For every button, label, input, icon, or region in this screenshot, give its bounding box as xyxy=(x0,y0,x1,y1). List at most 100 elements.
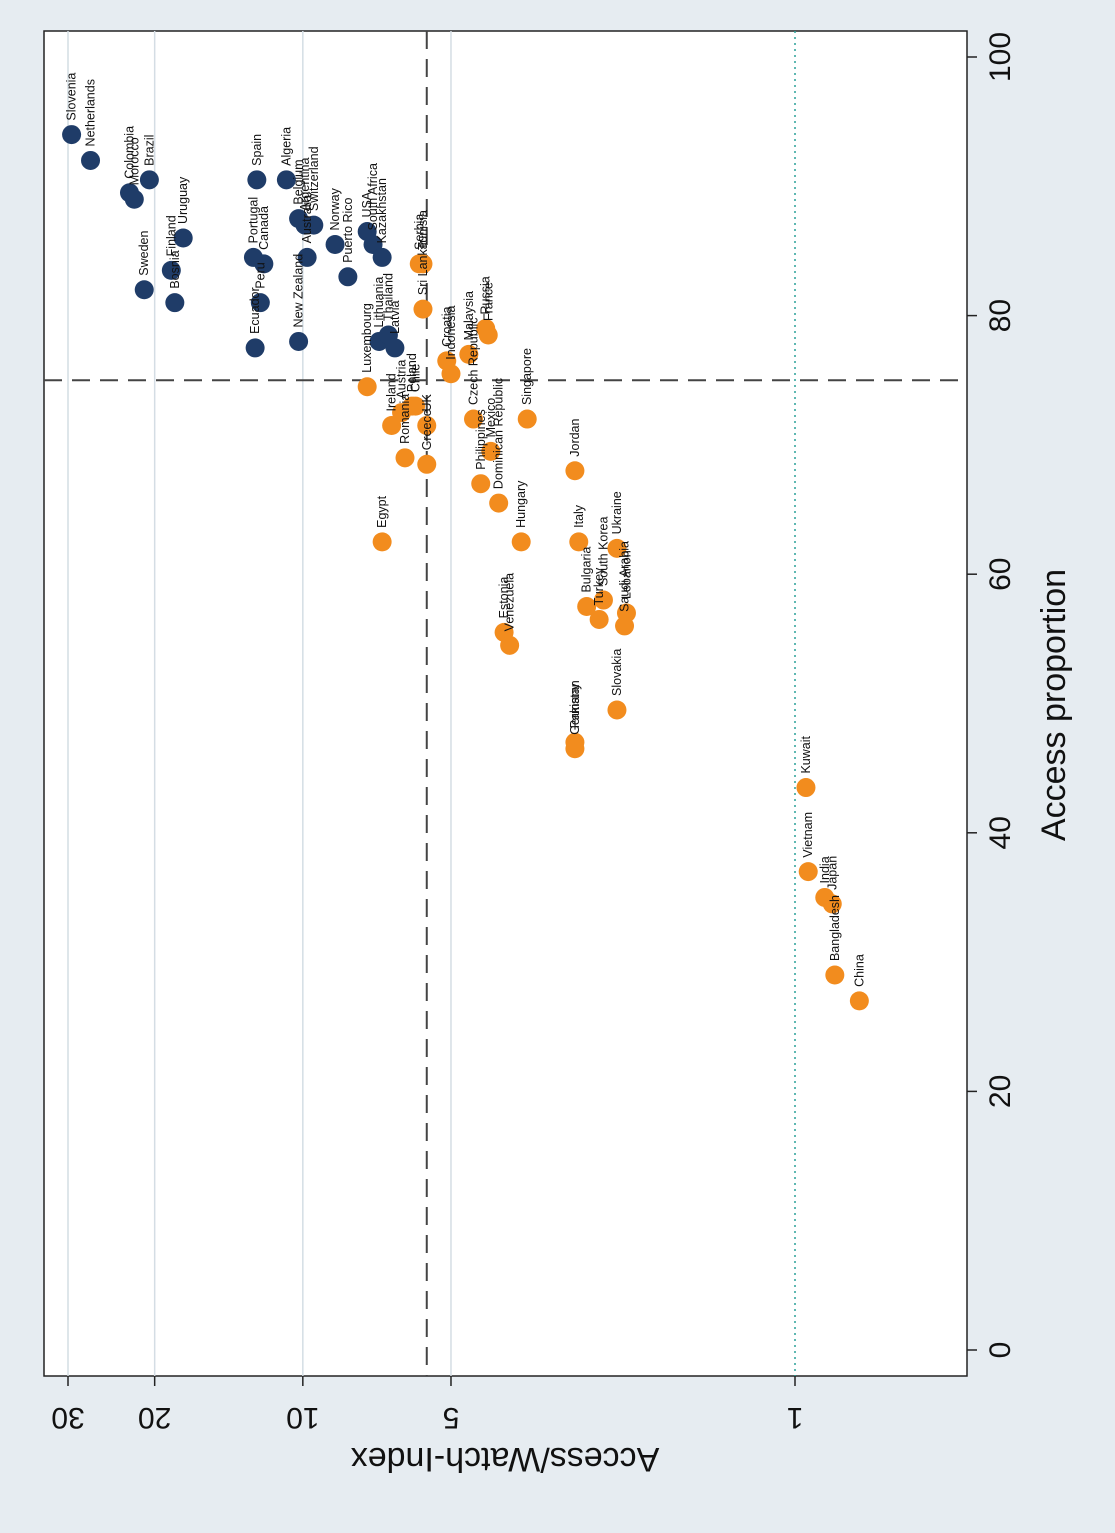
point-label-algeria: Algeria xyxy=(279,127,293,166)
point-jordan xyxy=(565,461,585,481)
point-label-kuwait: Kuwait xyxy=(799,735,813,773)
point-luxembourg xyxy=(357,377,377,397)
point-label-russia: Russia xyxy=(479,276,493,314)
x-tick-label-40: 40 xyxy=(984,816,1017,849)
point-tunisia xyxy=(413,254,433,274)
x-tick-label-0: 0 xyxy=(984,1342,1017,1359)
point-label-austria: Austria xyxy=(395,360,409,399)
y-tick-label-20: 20 xyxy=(138,1401,171,1434)
point-finland xyxy=(161,260,181,280)
point-new-zealand xyxy=(289,331,309,351)
point-label-bangladesh: Bangladesh xyxy=(828,895,842,961)
point-mexico xyxy=(481,441,501,461)
point-label-estonia: Estonia xyxy=(497,577,511,619)
point-sweden xyxy=(134,280,154,300)
x-tick-label-80: 80 xyxy=(984,299,1017,332)
point-singapore xyxy=(517,409,537,429)
x-tick-label-20: 20 xyxy=(984,1075,1017,1108)
point-label-dominican-republic: Dominican Republic xyxy=(492,378,506,489)
point-uruguay xyxy=(173,228,193,248)
point-label-chile: Chile xyxy=(409,364,423,393)
point-label-sweden: Sweden xyxy=(137,231,151,276)
point-label-china: China xyxy=(852,954,866,987)
point-australia xyxy=(297,247,317,267)
point-label-finland: Finland xyxy=(164,215,178,256)
point-label-indonesia: Indonesia xyxy=(444,306,458,360)
point-label-serbia: Serbia xyxy=(412,214,426,250)
point-peru xyxy=(250,293,270,313)
point-label-venezuela: Venezuela xyxy=(503,573,517,631)
point-label-turkey: Turkey xyxy=(592,567,606,605)
point-label-czech-republic: Czech Republic xyxy=(467,317,481,405)
point-label-portugal: Portugal xyxy=(246,197,260,244)
point-label-kazakhstan: Kazakhstan xyxy=(375,178,389,243)
point-labels: Slovenia Netherlands Brazil ColombiaMorocco… xyxy=(65,73,867,987)
point-spain xyxy=(247,170,267,190)
point-label-ecuador: Ecuador xyxy=(248,287,262,334)
point-label-south-korea: South Korea xyxy=(596,517,610,587)
x-tick-label-60: 60 xyxy=(984,558,1017,591)
point-label-australia: Australia xyxy=(300,195,314,244)
point-norway xyxy=(325,234,345,254)
point-label-france: France xyxy=(481,282,495,321)
point-germany xyxy=(565,739,585,759)
point-label-uk: UK xyxy=(420,393,434,411)
point-label-bulgaria: Bulgaria xyxy=(580,547,594,593)
point-sri-lanka xyxy=(413,299,433,319)
point-romania xyxy=(395,448,415,468)
point-label-greece: Greece xyxy=(420,409,434,450)
point-label-slovenia: Slovenia xyxy=(65,73,79,121)
point-venezuela xyxy=(500,635,520,655)
plot-area-border xyxy=(43,30,968,1377)
point-greece xyxy=(417,454,437,474)
point-label-egypt: Egypt xyxy=(375,495,389,527)
point-egypt xyxy=(372,532,392,552)
point-vietnam xyxy=(798,862,818,882)
point-label-pakistan: Pakistan xyxy=(568,680,582,728)
point-label-lithuania: Lithuania xyxy=(372,277,386,328)
point-label-brazil: Brazil xyxy=(142,135,156,166)
point-switzerland xyxy=(304,215,324,235)
point-kazakhstan xyxy=(372,247,392,267)
point-puerto-rico xyxy=(338,267,358,287)
point-morocco xyxy=(124,189,144,209)
point-label-argentina: Argentina xyxy=(298,158,312,212)
point-indonesia xyxy=(441,364,461,384)
point-label-jordan: Jordan xyxy=(568,418,582,456)
point-ukraine xyxy=(607,538,627,558)
point-slovenia xyxy=(62,125,82,145)
point-label-latvia: Latvia xyxy=(388,301,402,334)
point-label-singapore: Singapore xyxy=(520,348,534,405)
point-label-tunisia: Tunisia xyxy=(416,210,430,250)
y-tick-label-5: 5 xyxy=(443,1401,460,1434)
point-bangladesh xyxy=(825,965,845,985)
point-ecuador xyxy=(245,338,265,358)
point-uk xyxy=(417,416,437,436)
point-label-spain: Spain xyxy=(250,134,264,166)
point-label-mexico: Mexico xyxy=(484,398,498,438)
point-malaysia xyxy=(459,344,479,364)
point-label-germany: Germany xyxy=(568,683,582,735)
point-label-new-zealand: New Zealand xyxy=(292,254,306,328)
axis-titles: Access proportion Access/Watch-Index xyxy=(351,569,1073,1478)
point-label-croatia: Croatia xyxy=(440,307,454,347)
point-france xyxy=(478,325,498,345)
point-bulgaria xyxy=(577,597,597,617)
point-label-norway: Norway xyxy=(328,187,342,230)
point-label-ukraine: Ukraine xyxy=(610,491,624,534)
point-label-colombia: Colombia xyxy=(122,126,136,179)
y-tick-label-10: 10 xyxy=(286,1401,319,1434)
point-ireland xyxy=(382,416,402,436)
point-czech-republic xyxy=(464,409,484,429)
point-label-morocco: Morocco xyxy=(127,137,141,185)
point-label-peru: Peru xyxy=(253,262,267,288)
point-turkey xyxy=(589,609,609,629)
point-saudi-arabia xyxy=(615,616,635,636)
point-label-japan: Japan xyxy=(825,856,839,890)
point-label-canada: Canada xyxy=(257,206,271,250)
point-label-vietnam: Vietnam xyxy=(801,812,815,858)
point-latvia xyxy=(385,338,405,358)
point-label-netherlands: Netherlands xyxy=(84,79,98,146)
point-label-saudi-arabia: Saudi Arabia xyxy=(618,541,632,612)
